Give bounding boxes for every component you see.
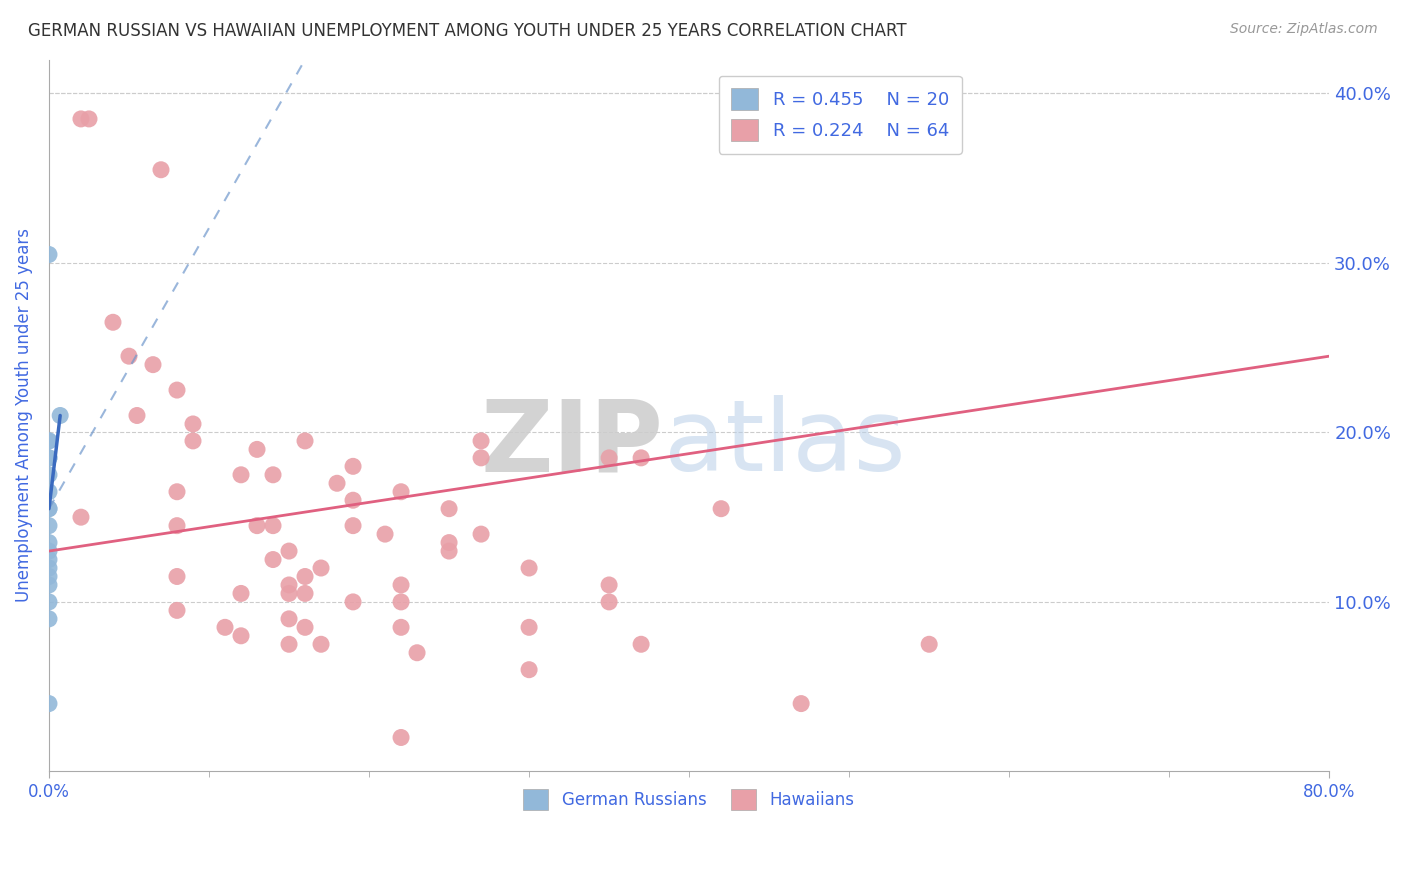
Point (389, 484, 412, 499)
Point (38, 518, 60, 533)
Point (598, 450, 620, 465)
Point (70, 112, 93, 126)
Point (278, 586, 301, 600)
Text: ZIP: ZIP (481, 395, 664, 492)
Point (38, 434, 60, 448)
Point (38, 535, 60, 549)
Point (790, 697, 813, 711)
Point (598, 595, 620, 609)
Point (166, 518, 188, 533)
Point (470, 434, 492, 448)
Point (326, 476, 349, 491)
Legend: German Russians, Hawaiians: German Russians, Hawaiians (517, 783, 862, 816)
Point (38, 595, 60, 609)
Text: atlas: atlas (664, 395, 905, 492)
Point (294, 586, 316, 600)
Point (77, 112, 100, 126)
Point (342, 595, 364, 609)
Point (517, 663, 540, 677)
Point (214, 620, 236, 634)
Point (389, 578, 412, 592)
Point (278, 612, 301, 626)
Point (517, 620, 540, 634)
Point (309, 637, 332, 651)
Point (262, 467, 284, 482)
Point (918, 637, 941, 651)
Point (166, 484, 188, 499)
Point (342, 493, 364, 508)
Point (166, 569, 188, 583)
Point (229, 467, 252, 482)
Point (470, 450, 492, 465)
Point (246, 518, 269, 533)
Point (246, 442, 269, 457)
Point (38, 569, 60, 583)
Point (38, 467, 60, 482)
Point (389, 595, 412, 609)
Point (294, 620, 316, 634)
Point (262, 552, 284, 566)
Point (389, 731, 412, 745)
Point (38, 612, 60, 626)
Point (710, 501, 733, 516)
Point (118, 349, 141, 363)
Point (262, 518, 284, 533)
Point (630, 450, 652, 465)
Point (470, 527, 492, 541)
Point (38, 484, 60, 499)
Point (437, 501, 460, 516)
Point (101, 315, 124, 329)
Point (125, 409, 148, 423)
Point (38, 552, 60, 566)
Point (38, 434, 60, 448)
Point (374, 527, 396, 541)
Point (406, 646, 429, 660)
Point (437, 544, 460, 558)
Point (389, 620, 412, 634)
Point (38, 561, 60, 575)
Point (598, 578, 620, 592)
Point (181, 434, 204, 448)
Point (38, 247, 60, 261)
Point (437, 535, 460, 549)
Point (38, 450, 60, 465)
Point (342, 518, 364, 533)
Point (38, 697, 60, 711)
Point (229, 629, 252, 643)
Point (630, 637, 652, 651)
Point (294, 569, 316, 583)
Point (309, 561, 332, 575)
Point (278, 544, 301, 558)
Point (150, 162, 173, 177)
Point (342, 459, 364, 474)
Point (166, 383, 188, 397)
Point (517, 561, 540, 575)
Point (38, 450, 60, 465)
Point (38, 544, 60, 558)
Point (38, 501, 60, 516)
Point (294, 434, 316, 448)
Text: GERMAN RUSSIAN VS HAWAIIAN UNEMPLOYMENT AMONG YOUTH UNDER 25 YEARS CORRELATION C: GERMAN RUSSIAN VS HAWAIIAN UNEMPLOYMENT … (28, 22, 907, 40)
Point (49, 409, 72, 423)
Point (278, 578, 301, 592)
Point (70, 510, 93, 524)
Point (38, 501, 60, 516)
Text: Source: ZipAtlas.com: Source: ZipAtlas.com (1230, 22, 1378, 37)
Point (229, 586, 252, 600)
Point (278, 637, 301, 651)
Point (38, 578, 60, 592)
Y-axis label: Unemployment Among Youth under 25 years: Unemployment Among Youth under 25 years (15, 228, 32, 602)
Point (142, 358, 165, 372)
Point (181, 417, 204, 431)
Point (166, 603, 188, 617)
